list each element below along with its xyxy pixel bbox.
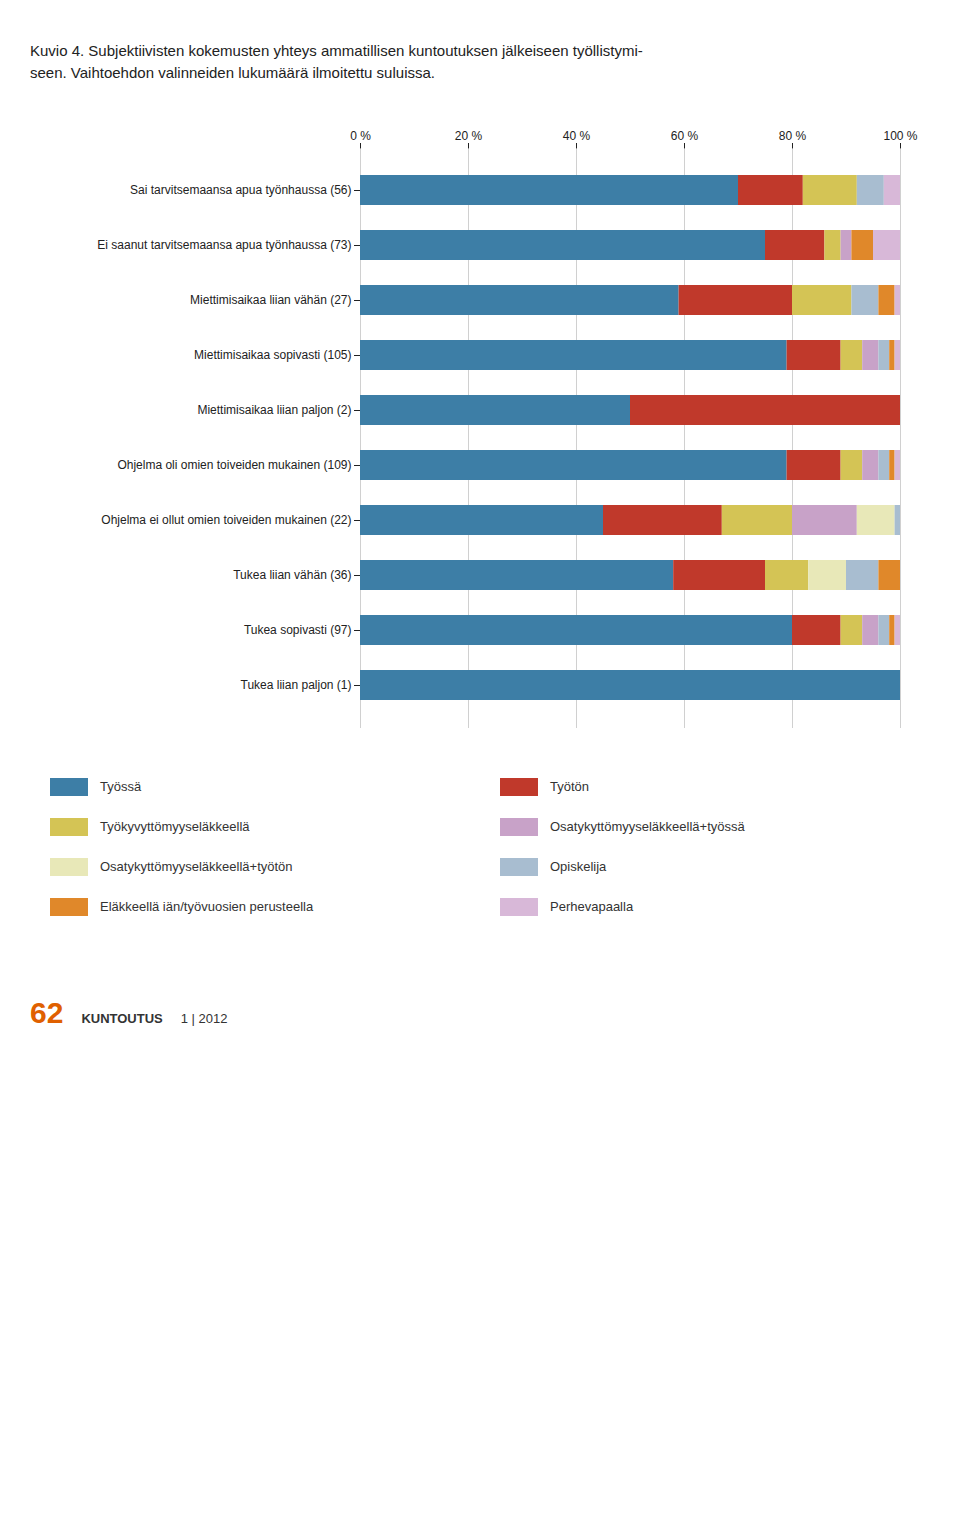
svg-text:Miettimisaikaa liian paljon (2: Miettimisaikaa liian paljon (2) [197,403,351,417]
html-text:KUNTOUTUS: KUNTOUTUS [81,1010,163,1026]
html-text:Kuvio 4. Subjektiivisten kokem: Kuvio 4. Subjektiivisten kokemusten yhte… [30,42,643,59]
html-text:Eläkkeellä iän/työvuosien peru: Eläkkeellä iän/työvuosien perusteella [100,899,314,914]
svg-text:Ohjelma oli omien toiveiden mu: Ohjelma oli omien toiveiden mukainen (10… [117,458,351,472]
svg-text:80 %: 80 % [779,128,807,142]
html-text:Osatykyttömyyseläkkeellä+työtö: Osatykyttömyyseläkkeellä+työtön [100,859,293,874]
html-text:seen. Vaihtoehdon valinneiden: seen. Vaihtoehdon valinneiden lukumäärä … [30,63,435,81]
svg-text:Ohjelma ei ollut omien toiveid: Ohjelma ei ollut omien toiveiden mukaine… [101,513,351,527]
html-text:Opiskelija: Opiskelija [550,859,607,874]
html-text:1 | 2012: 1 | 2012 [180,1010,228,1026]
html-text:Osatykyttömyyseläkkeellä+työss: Osatykyttömyyseläkkeellä+työssä [550,819,745,834]
html-text:Työkyvyttömyyseläkkeellä: Työkyvyttömyyseläkkeellä [100,819,250,834]
html-text:Työssä: Työssä [100,779,142,794]
svg-text:0 %: 0 % [350,128,371,142]
svg-text:Sai tarvitsemaansa apua työnha: Sai tarvitsemaansa apua työnhaussa (56) [130,183,351,197]
svg-text:Miettimisaikaa liian vähän (27: Miettimisaikaa liian vähän (27) [190,293,351,307]
html-text:Perhevapaalla: Perhevapaalla [550,899,634,914]
svg-text:Miettimisaikaa sopivasti (105): Miettimisaikaa sopivasti (105) [194,348,351,362]
svg-text:Tukea liian vähän (36): Tukea liian vähän (36) [233,568,351,582]
svg-text:60 %: 60 % [671,128,699,142]
html-text:Työtön: Työtön [550,779,589,794]
html-text:62: 62 [30,995,64,1029]
svg-text:Tukea liian paljon (1): Tukea liian paljon (1) [241,678,352,692]
svg-text:100 %: 100 % [883,128,917,142]
svg-text:Ei saanut tarvitsemaansa apua: Ei saanut tarvitsemaansa apua työnhaussa… [97,238,351,252]
svg-text:40 %: 40 % [563,128,591,142]
svg-text:20 %: 20 % [455,128,483,142]
svg-text:Tukea sopivasti (97): Tukea sopivasti (97) [244,623,352,637]
